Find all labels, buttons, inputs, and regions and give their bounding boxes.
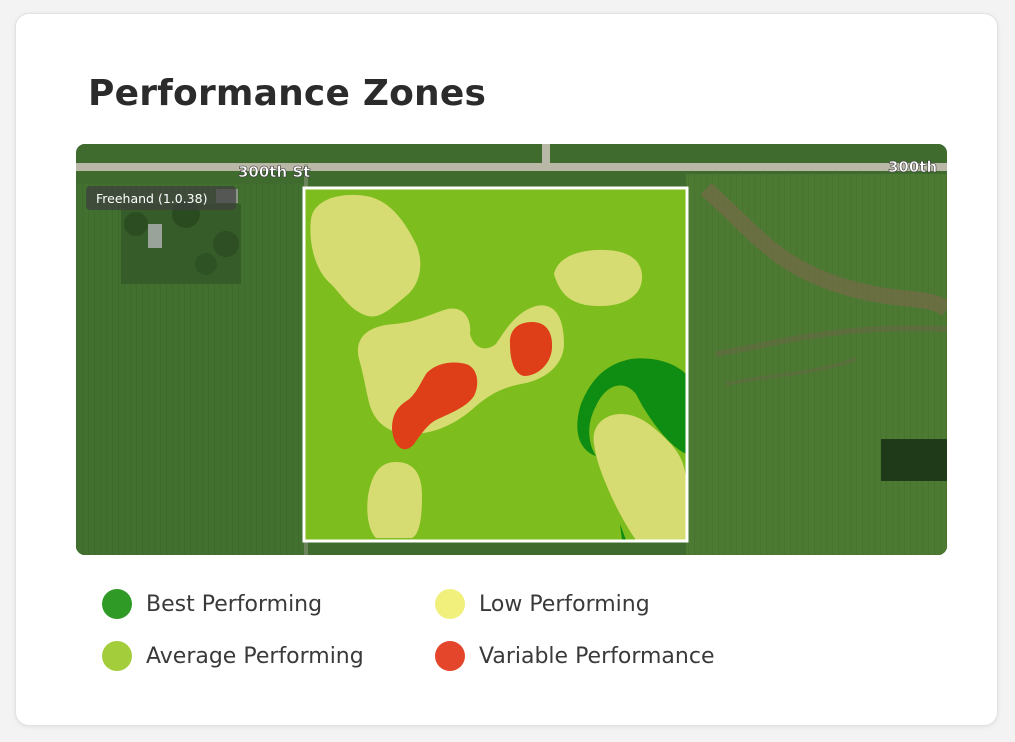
legend-label-variable: Variable Performance (479, 643, 715, 669)
freehand-badge-label: Freehand (1.0.38) (96, 191, 207, 206)
zone-best[interactable] (577, 358, 686, 456)
legend-item-average: Average Performing (102, 636, 364, 676)
variable-performance-dot-icon (435, 641, 465, 671)
legend-label-average: Average Performing (146, 643, 364, 669)
freehand-badge[interactable]: Freehand (1.0.38) (86, 186, 236, 210)
legend-label-low: Low Performing (479, 591, 650, 617)
legend-label-best: Best Performing (146, 591, 323, 617)
road-north (542, 144, 550, 166)
legend-item-variable: Variable Performance (435, 636, 714, 676)
zone-variable-center[interactable] (392, 362, 478, 450)
legend-item-low: Low Performing (435, 584, 650, 624)
creek-channel (700, 183, 947, 316)
performance-zones-card: Performance Zones (15, 13, 998, 726)
zone-best-fragment (620, 524, 626, 540)
legend-item-best: Best Performing (102, 584, 322, 624)
creek-branch (715, 325, 947, 357)
road-300th (76, 163, 947, 171)
zone-low-nw[interactable] (310, 194, 421, 317)
best-performing-dot-icon (102, 589, 132, 619)
zone-overlay[interactable] (302, 186, 689, 543)
windbreak-trees (881, 439, 947, 481)
creek-branch-2 (725, 357, 857, 386)
low-performing-dot-icon (435, 589, 465, 619)
east-field-texture (686, 174, 947, 555)
field-map[interactable]: 300th St 300th Freehand (1.0.38) (76, 144, 947, 555)
field-boundary[interactable] (302, 186, 689, 543)
map-canvas[interactable]: 300th St 300th Freehand (1.0.38) (76, 144, 947, 555)
zone-low-south[interactable] (367, 462, 422, 538)
zone-variable-east[interactable] (509, 322, 553, 376)
zone-low-ne[interactable] (554, 249, 643, 307)
zone-low-se[interactable] (593, 414, 686, 540)
zone-legend: Best Performing Low Performing Average P… (102, 584, 802, 704)
road-label-west: 300th St (238, 163, 310, 181)
page-title: Performance Zones (88, 73, 487, 114)
road-label-east: 300th (888, 158, 937, 176)
average-performing-dot-icon (102, 641, 132, 671)
